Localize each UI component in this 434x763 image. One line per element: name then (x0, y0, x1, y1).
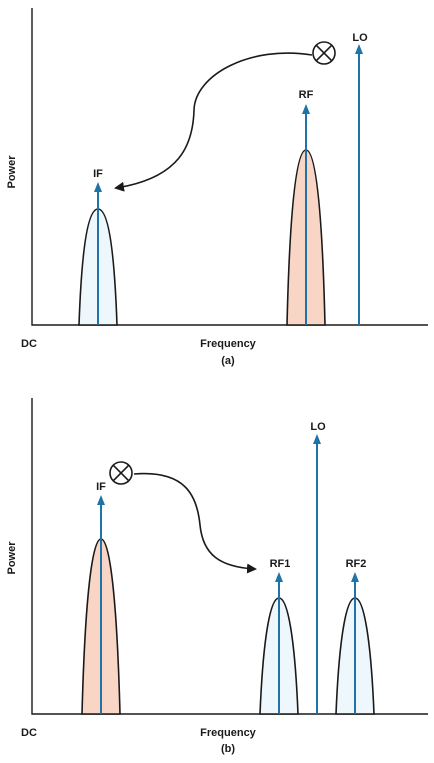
panel-a-if-arrowhead (94, 182, 102, 192)
panel-a-lo-arrowhead (355, 44, 363, 54)
panel-a-ylabel: Power (6, 155, 18, 189)
panel-b-origin-label: DC (21, 727, 37, 739)
panel-b: Power IF RF1 LO RF2 DC Frequency (b) (6, 398, 428, 755)
panel-b-if-arrowhead (97, 495, 105, 505)
panel-a-origin-label: DC (21, 338, 37, 350)
panel-b-mixer-icon (109, 461, 133, 485)
panel-b-if-label: IF (96, 481, 106, 493)
panel-b-ylabel: Power (6, 541, 18, 575)
panel-a-caption: (a) (221, 355, 235, 367)
panel-b-rf2-arrowhead (351, 572, 359, 582)
panel-a-if-label: IF (93, 168, 103, 180)
panel-b-conversion-arrow (133, 472, 257, 574)
panel-a-lo-label: LO (352, 32, 368, 44)
panel-a-mixer-icon (312, 41, 336, 65)
panel-a-xlabel: Frequency (200, 338, 257, 350)
panel-b-caption: (b) (221, 743, 235, 755)
panel-a-rf-arrowhead (302, 104, 310, 114)
panel-b-lo-arrowhead (313, 434, 321, 444)
panel-b-lo-label: LO (310, 421, 326, 433)
panel-b-rf1-arrowhead (275, 572, 283, 582)
panel-b-xlabel: Frequency (200, 727, 257, 739)
panel-a: Power IF RF LO DC Frequency (a) (6, 8, 428, 367)
panel-a-rf-label: RF (299, 89, 314, 101)
panel-b-rf1-label: RF1 (270, 558, 291, 570)
panel-a-conversion-arrow (114, 52, 313, 192)
panel-b-rf2-label: RF2 (346, 558, 367, 570)
